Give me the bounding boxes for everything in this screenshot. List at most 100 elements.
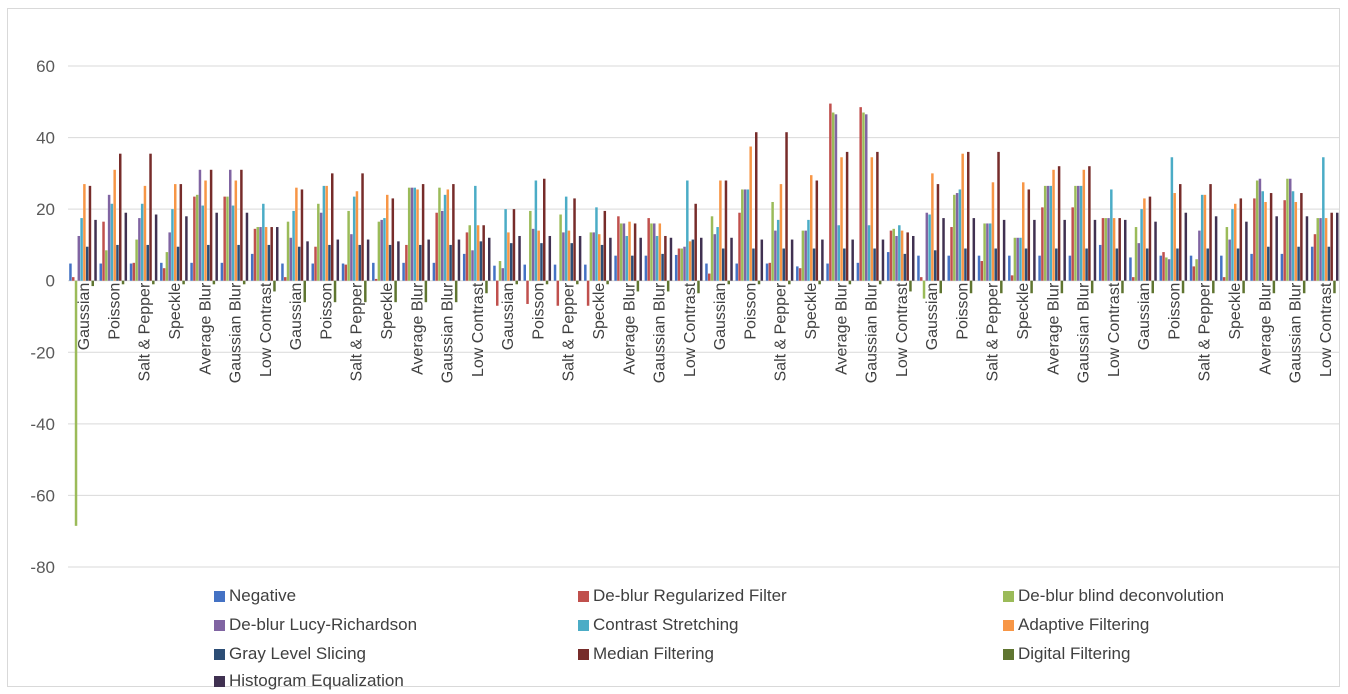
bar	[377, 221, 381, 281]
bar	[969, 280, 973, 294]
x-category-label: Speckle	[1015, 283, 1032, 340]
bar	[449, 244, 452, 281]
bar	[419, 244, 422, 281]
bar	[1261, 191, 1264, 281]
bar	[1291, 191, 1295, 281]
bar	[881, 239, 885, 281]
bar	[242, 280, 246, 285]
bar	[201, 205, 204, 281]
bar	[1159, 255, 1162, 281]
bar	[135, 239, 138, 281]
bar	[253, 228, 257, 281]
bar	[256, 227, 259, 281]
bar	[416, 189, 419, 281]
bar	[102, 221, 105, 281]
bar	[1033, 219, 1036, 281]
x-category-label: Poisson	[742, 283, 759, 340]
bar	[666, 280, 670, 292]
x-category-label: Gaussian	[712, 283, 729, 351]
bar	[190, 262, 193, 281]
bar	[452, 184, 455, 281]
bar	[498, 261, 502, 281]
x-category-label: Gaussian Blur	[1076, 282, 1093, 383]
bar	[215, 212, 218, 281]
bar	[152, 280, 155, 285]
bar	[1231, 209, 1234, 281]
bar	[1313, 234, 1317, 281]
bar	[617, 216, 620, 281]
bar	[865, 114, 868, 281]
bar	[1085, 248, 1088, 281]
bar	[174, 184, 177, 281]
bar	[892, 228, 895, 281]
bar	[1267, 246, 1270, 281]
bar	[980, 261, 984, 281]
bar	[870, 157, 874, 281]
x-category-label: Average Blur	[1045, 282, 1062, 375]
bar	[454, 280, 458, 303]
bar	[683, 246, 686, 281]
bar	[262, 203, 265, 281]
bar	[88, 185, 92, 281]
bar	[143, 185, 147, 281]
bar	[394, 280, 397, 303]
bar	[300, 189, 304, 281]
bar	[1203, 194, 1207, 281]
bar	[485, 280, 488, 294]
bar	[526, 280, 529, 304]
legend-swatch	[578, 591, 589, 602]
bar	[600, 244, 604, 281]
bar	[755, 132, 758, 281]
bar	[149, 153, 152, 281]
bar	[694, 203, 697, 281]
bar	[1140, 209, 1143, 281]
bar	[807, 219, 810, 281]
x-category-label: Poisson	[1166, 283, 1183, 340]
bar	[603, 210, 607, 281]
bar	[107, 194, 111, 281]
bar	[482, 225, 485, 281]
y-axis: -80 -60 -40 -20 0 20 40 60	[30, 57, 55, 577]
bar	[573, 198, 576, 281]
bar	[1057, 166, 1061, 281]
bar	[474, 185, 477, 281]
bar	[380, 219, 383, 281]
gridlines	[68, 65, 1340, 568]
bar	[776, 219, 780, 281]
bar	[1079, 185, 1083, 281]
bar	[644, 255, 648, 281]
bar	[383, 218, 386, 281]
bar	[1121, 280, 1124, 294]
bar	[537, 230, 540, 281]
bar	[1151, 280, 1154, 294]
legend-swatch	[578, 620, 589, 631]
bar	[1302, 280, 1306, 294]
bar	[768, 262, 772, 281]
bar	[1319, 218, 1322, 281]
bar	[388, 244, 392, 281]
x-category-label: Salt & Pepper	[773, 282, 790, 381]
bar	[250, 253, 254, 281]
bar	[105, 250, 108, 281]
bar	[204, 180, 207, 281]
bar	[917, 255, 920, 281]
x-category-label: Gaussian Blur	[228, 282, 245, 383]
bar	[955, 193, 959, 281]
bar	[270, 227, 273, 281]
bar	[790, 239, 794, 281]
bar	[619, 223, 623, 281]
bar	[402, 262, 405, 281]
bar	[237, 244, 240, 281]
bar	[160, 262, 163, 281]
bar	[818, 280, 821, 285]
bar	[1013, 237, 1017, 281]
y-tick-label: -60	[30, 486, 55, 505]
bar	[140, 203, 144, 281]
bar	[862, 112, 865, 281]
bar	[1316, 218, 1319, 281]
bar	[1264, 201, 1267, 281]
bar	[633, 223, 637, 281]
bar	[895, 235, 898, 281]
bar	[1016, 237, 1019, 281]
legend-swatch	[1003, 620, 1014, 631]
